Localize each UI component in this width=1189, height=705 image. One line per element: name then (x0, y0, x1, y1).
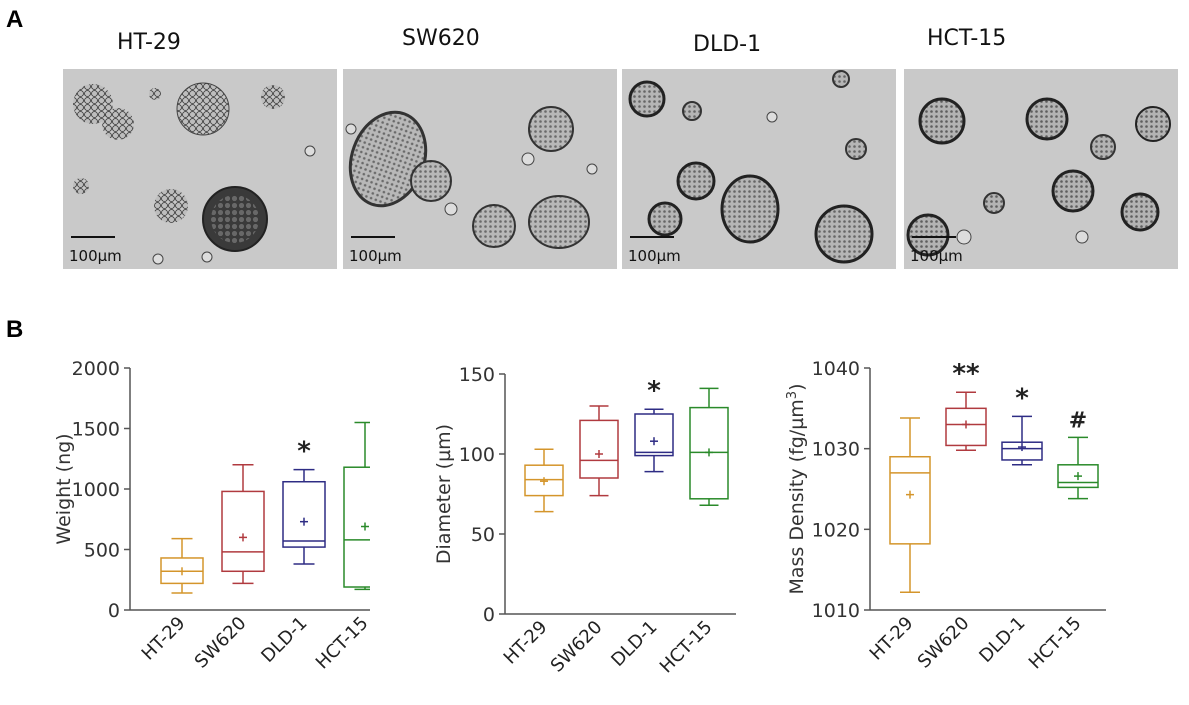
micrograph-ht29-image (71, 82, 316, 265)
panel-label-b: B (6, 316, 24, 343)
y-tick-label: 2000 (72, 358, 120, 380)
box-ht-29 (889, 417, 931, 594)
micrograph-title-dld1: DLD-1 (693, 32, 762, 57)
x-tick-label: DLD-1 (257, 613, 311, 667)
box-ht-29 (160, 537, 204, 594)
box-dld-1: * (1001, 383, 1043, 466)
scale-bar-label: 100µm (910, 247, 963, 265)
micrograph-ht29: 100µm (63, 69, 337, 269)
micrograph-hct15: 100µm (904, 69, 1178, 269)
y-tick-label: 0 (108, 600, 120, 622)
y-tick-label: 1000 (72, 479, 120, 501)
x-tick-label: HT-29 (138, 613, 190, 665)
micrograph-sw620-image (345, 106, 598, 249)
y-tick-label: 1030 (812, 439, 860, 461)
y-tick-label: 0 (483, 604, 495, 626)
x-tick-label: HCT-15 (312, 613, 370, 674)
micrograph-dld1: 100µm (622, 69, 896, 269)
scale-bar-label: 100µm (349, 247, 402, 265)
significance-annotation: * (647, 376, 661, 406)
y-tick-label: 1020 (812, 519, 860, 541)
y-axis-label-end: ) (786, 383, 808, 390)
micrograph-sw620: 100µm (343, 69, 617, 269)
x-tick-label: HCT-15 (656, 617, 717, 678)
box-sw620 (579, 405, 619, 497)
box-hct-15: # (1057, 408, 1099, 500)
box-iqr (889, 455, 931, 545)
x-tick-label: SW620 (914, 613, 974, 673)
box-iqr (1057, 464, 1099, 489)
box-iqr (282, 480, 326, 548)
y-tick-label: 50 (471, 524, 495, 546)
y-tick-label: 1040 (812, 358, 860, 380)
y-tick-label: 150 (459, 364, 495, 386)
significance-annotation: * (1015, 383, 1029, 413)
box-hct-15 (343, 421, 387, 591)
y-axis-label: Weight (ng) (53, 433, 75, 544)
box-dld-1: * (634, 376, 674, 473)
mass-density-box-plot: 1010 1020 1030 1040 Mass Density (fg/µm3) HT-… (775, 345, 1115, 700)
weight-box-plot: 0 500 1000 1500 2000 Weight (ng) HT-29 SW620 * DL… (40, 345, 394, 700)
y-axis-label: Mass Density (fg/µm3) (785, 383, 809, 594)
scale-bar-label: 100µm (628, 247, 681, 265)
x-tick-label: SW620 (191, 613, 251, 673)
box-hct-15 (689, 387, 729, 506)
x-tick-label: DLD-1 (975, 613, 1029, 667)
box-iqr (634, 413, 674, 457)
y-axis-label: Diameter (µm) (433, 424, 455, 564)
significance-annotation: * (297, 437, 311, 467)
x-tick-label: HCT-15 (1025, 613, 1086, 674)
micrograph-title-ht29: HT-29 (117, 30, 181, 55)
y-tick-label: 500 (84, 540, 120, 562)
box-ht-29 (524, 448, 564, 513)
box-iqr (579, 419, 619, 479)
micrograph-hct15-image (906, 97, 1171, 257)
micrograph-dld1-image (628, 70, 874, 264)
diameter-box-plot: 0 50 100 150 Diameter (µm) HT-29 SW620 * DLD-1 HC… (420, 345, 750, 700)
box-iqr (524, 464, 564, 497)
y-axis-label-superscript: 3 (785, 391, 800, 399)
x-tick-label: SW620 (547, 617, 607, 677)
y-tick-label: 100 (459, 444, 495, 466)
significance-annotation: # (1069, 408, 1087, 433)
y-tick-label: 1010 (812, 600, 860, 622)
box-dld-1: * (282, 437, 326, 565)
y-tick-label: 1500 (72, 419, 120, 441)
box-sw620 (221, 464, 265, 585)
weight-box-plot-svg: 0 500 1000 1500 2000 Weight (ng) HT-29 SW620 * DL… (53, 358, 394, 674)
panel-label-a: A (6, 6, 24, 33)
x-tick-label: DLD-1 (607, 617, 661, 671)
box-iqr (689, 406, 729, 500)
x-tick-label: HT-29 (500, 617, 552, 669)
box-iqr (945, 407, 987, 447)
micrograph-title-sw620: SW620 (402, 26, 480, 51)
micrograph-title-hct15: HCT-15 (927, 26, 1007, 51)
significance-annotation: ** (952, 359, 980, 389)
scale-bar-label: 100µm (69, 247, 122, 265)
box-iqr (221, 490, 265, 573)
x-tick-label: HT-29 (866, 613, 918, 665)
box-sw620: ** (945, 359, 987, 452)
box-iqr (1001, 441, 1043, 461)
